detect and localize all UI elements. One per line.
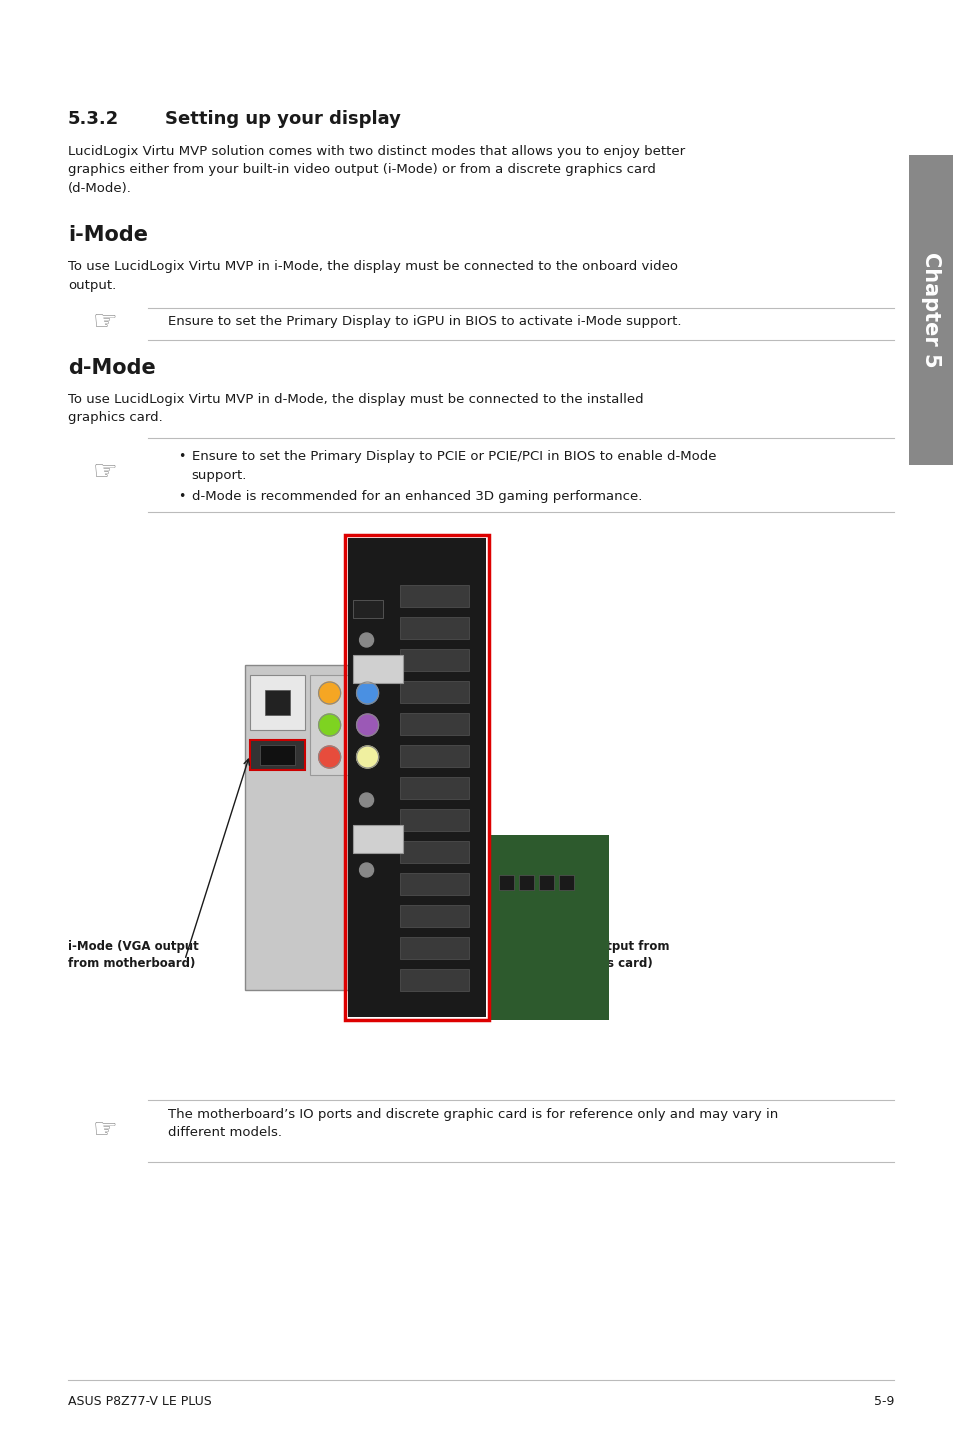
Text: 5-9: 5-9 <box>873 1395 893 1408</box>
Bar <box>399 682 469 703</box>
Circle shape <box>359 792 374 807</box>
Bar <box>399 873 469 894</box>
Bar <box>399 649 469 672</box>
Bar <box>399 969 469 991</box>
Text: Ensure to set the Primary Display to iGPU in BIOS to activate i-Mode support.: Ensure to set the Primary Display to iGP… <box>168 315 680 328</box>
Bar <box>399 713 469 735</box>
Text: Setting up your display: Setting up your display <box>165 109 400 128</box>
Bar <box>344 535 489 1020</box>
Circle shape <box>318 746 340 768</box>
Bar <box>353 825 402 853</box>
Bar <box>259 745 294 765</box>
Text: d-Mode: d-Mode <box>68 358 155 378</box>
Text: •: • <box>177 490 185 503</box>
Bar <box>399 905 469 928</box>
Text: LucidLogix Virtu MVP solution comes with two distinct modes that allows you to e: LucidLogix Virtu MVP solution comes with… <box>68 145 684 196</box>
Bar <box>245 664 389 989</box>
Text: Ensure to set the Primary Display to PCIE or PCIE/PCI in BIOS to enable d-Mode
s: Ensure to set the Primary Display to PCI… <box>192 450 716 482</box>
Bar <box>518 874 534 890</box>
Bar <box>489 835 609 1020</box>
Circle shape <box>356 746 378 768</box>
Text: i-Mode (VGA output
from motherboard): i-Mode (VGA output from motherboard) <box>68 940 198 971</box>
Bar <box>399 745 469 766</box>
Circle shape <box>318 715 340 736</box>
Circle shape <box>356 682 378 705</box>
Text: ASUS P8Z77-V LE PLUS: ASUS P8Z77-V LE PLUS <box>68 1395 212 1408</box>
Bar <box>399 777 469 800</box>
Text: To use LucidLogix Virtu MVP in d-Mode, the display must be connected to the inst: To use LucidLogix Virtu MVP in d-Mode, t… <box>68 393 643 424</box>
Circle shape <box>359 863 374 877</box>
Bar <box>264 690 290 715</box>
Bar <box>353 654 402 683</box>
Bar <box>538 874 554 890</box>
Text: ☞: ☞ <box>92 1116 117 1145</box>
Bar <box>399 617 469 638</box>
Circle shape <box>356 715 378 736</box>
Text: i-Mode: i-Mode <box>68 224 148 244</box>
Bar <box>250 741 304 769</box>
Bar <box>399 841 469 863</box>
Text: To use LucidLogix Virtu MVP in i-Mode, the display must be connected to the onbo: To use LucidLogix Virtu MVP in i-Mode, t… <box>68 260 678 292</box>
Bar <box>399 810 469 831</box>
Text: ☞: ☞ <box>92 308 117 336</box>
Bar <box>908 155 952 464</box>
Bar <box>347 538 486 1017</box>
Text: ☞: ☞ <box>92 457 117 486</box>
Text: d-Mode (VGA output from
discrete graphics card): d-Mode (VGA output from discrete graphic… <box>499 940 669 971</box>
Circle shape <box>318 682 340 705</box>
Text: 5.3.2: 5.3.2 <box>68 109 119 128</box>
Text: d-Mode is recommended for an enhanced 3D gaming performance.: d-Mode is recommended for an enhanced 3D… <box>192 490 641 503</box>
Bar <box>353 600 382 618</box>
Text: The motherboard’s IO ports and discrete graphic card is for reference only and m: The motherboard’s IO ports and discrete … <box>168 1109 778 1139</box>
Bar <box>310 674 399 775</box>
Bar <box>499 874 514 890</box>
Bar <box>399 585 469 607</box>
Bar <box>558 874 574 890</box>
Circle shape <box>359 633 374 647</box>
Text: •: • <box>177 450 185 463</box>
Text: Chapter 5: Chapter 5 <box>920 252 940 368</box>
Bar <box>250 674 304 731</box>
Bar <box>399 938 469 959</box>
